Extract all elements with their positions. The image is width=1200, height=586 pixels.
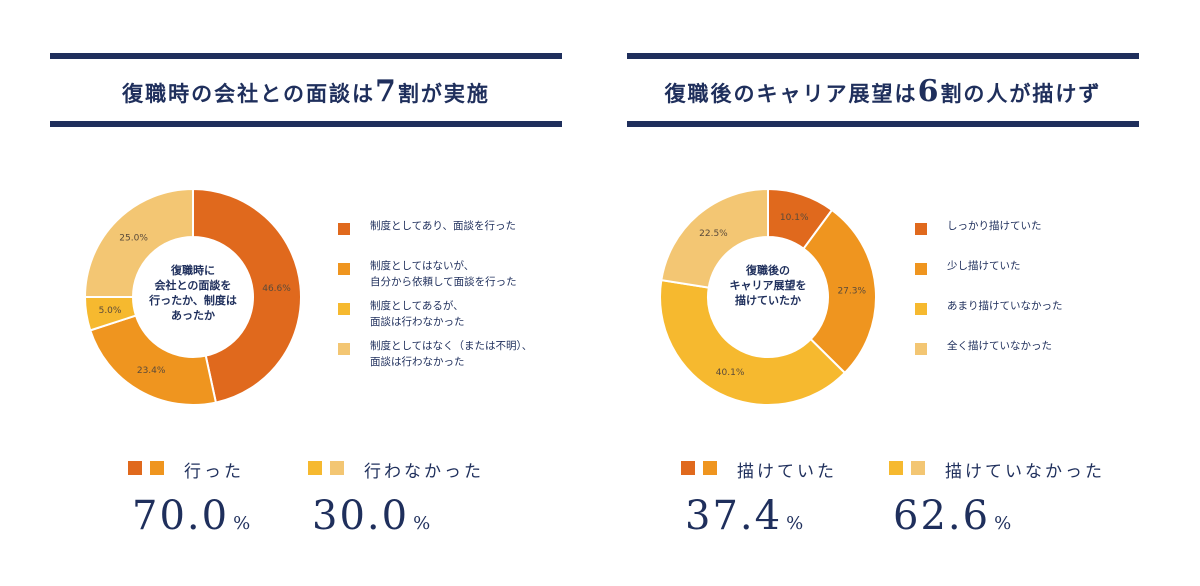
chart-title: 復職後のキャリア展望は6割の人が描けず [627, 74, 1139, 109]
title-part: 割の人が描けず [940, 81, 1102, 106]
legend: しっかり描けていた 少し描けていた あまり描けていなかった 全く描けていなかった [915, 218, 1145, 378]
legend-swatch [338, 223, 350, 235]
summary-head: 行わなかった [308, 457, 508, 487]
summary-could: 描けていた 37.4% [681, 457, 881, 539]
summary-label: 描けていた [737, 462, 837, 482]
summary-did-not: 行わなかった 30.0% [308, 457, 508, 539]
summary-number: 30.0 [312, 493, 410, 539]
legend-item: 制度としてあり、面談を行った [338, 218, 568, 256]
donut-center-label: 復職後の キャリア展望を 描けていたか [729, 264, 807, 307]
title-rule-top [50, 53, 562, 59]
summary-value: 37.4% [685, 493, 803, 539]
slice-value-label: 22.5% [699, 229, 728, 239]
summary-swatch [911, 461, 925, 475]
legend-swatch [915, 343, 927, 355]
legend-swatch [338, 263, 350, 275]
title-part: 復職時の会社との面談は [122, 81, 375, 106]
legend-swatch [915, 263, 927, 275]
legend-item: 制度としてはなく（または不明）、 面談は行わなかった [338, 338, 568, 376]
slice-value-label: 25.0% [119, 234, 148, 244]
summary-label: 行わなかった [364, 462, 484, 482]
summary-swatch [703, 461, 717, 475]
summary-head: 描けていた [681, 457, 881, 487]
chart-panel-right: 復職後のキャリア展望は6割の人が描けず 10.1% 27.3% 40.1% 22.5%… [627, 0, 1139, 586]
title-rule-top [627, 53, 1139, 59]
legend-label: しっかり描けていた [947, 220, 1042, 232]
summary-number: 37.4 [685, 493, 783, 539]
donut-slice [89, 314, 218, 406]
legend-swatch [338, 303, 350, 315]
summary-value: 62.6% [893, 493, 1011, 539]
donut-slice [659, 278, 847, 406]
donut-chart: 46.6% 23.4% 5.0% 25.0% [83, 187, 302, 406]
summary-swatch [150, 461, 164, 475]
donut-slice [660, 187, 769, 289]
summary-unit: % [413, 513, 431, 534]
slice-value-label: 40.1% [716, 368, 745, 378]
donut-slice [802, 208, 877, 375]
legend-label: あまり描けていなかった [947, 300, 1063, 312]
legend-label: 制度としてあり、面談を行った [370, 220, 516, 232]
summary-number: 62.6 [893, 493, 991, 539]
slice-value-label: 46.6% [262, 284, 291, 294]
title-rule-bottom [627, 121, 1139, 127]
summary-label: 描けていなかった [945, 462, 1105, 482]
slice-value-label: 23.4% [137, 366, 166, 376]
donut-chart: 10.1% 27.3% 40.1% 22.5% [659, 187, 877, 406]
title-emphasis: 6 [917, 74, 941, 109]
title-rule-bottom [50, 121, 562, 127]
summary-swatch [308, 461, 322, 475]
donut-slice [83, 187, 194, 298]
summary-value: 30.0% [312, 493, 430, 539]
summary-swatch [681, 461, 695, 475]
legend-item: 少し描けていた [915, 258, 1145, 296]
title-emphasis: 7 [374, 74, 398, 109]
slice-value-label: 27.3% [837, 286, 866, 296]
donut-center-label: 復職時に 会社との面談を 行ったか、制度は あったか [149, 264, 237, 322]
legend-item: しっかり描けていた [915, 218, 1145, 256]
summary-head: 行った [128, 457, 328, 487]
slice-value-label: 5.0% [99, 306, 122, 316]
legend-swatch [338, 343, 350, 355]
summary-number: 70.0 [132, 493, 230, 539]
summary-unit: % [233, 513, 251, 534]
donut-slice [192, 187, 302, 404]
legend-swatch [915, 303, 927, 315]
title-part: 割が実施 [397, 81, 490, 106]
legend-item: 全く描けていなかった [915, 338, 1145, 376]
summary-unit: % [786, 513, 804, 534]
slice-value-label: 10.1% [780, 213, 809, 223]
summary-did: 行った 70.0% [128, 457, 328, 539]
title-part: 復職後のキャリア展望は [664, 81, 918, 106]
legend-label: 全く描けていなかった [947, 340, 1052, 352]
chart-panel-left: 復職時の会社との面談は7割が実施 46.6% 23.4% 5.0% 25.0% 復職時… [50, 0, 562, 586]
legend-swatch [915, 223, 927, 235]
legend: 制度としてあり、面談を行った 制度としてはないが、 自分から依頼して面談を行った… [338, 218, 568, 378]
summary-swatch [330, 461, 344, 475]
legend-item: 制度としてはないが、 自分から依頼して面談を行った [338, 258, 568, 296]
summary-swatch [889, 461, 903, 475]
summary-value: 70.0% [132, 493, 250, 539]
legend-item: あまり描けていなかった [915, 298, 1145, 336]
summary-swatch [128, 461, 142, 475]
legend-label: 少し描けていた [947, 260, 1021, 272]
legend-label: 制度としてはなく（または不明）、 面談は行わなかった [370, 340, 533, 368]
legend-label: 制度としてはないが、 自分から依頼して面談を行った [370, 260, 517, 288]
summary-unit: % [994, 513, 1012, 534]
legend-item: 制度としてあるが、 面談は行わなかった [338, 298, 568, 336]
summary-label: 行った [184, 462, 244, 482]
summary-head: 描けていなかった [889, 457, 1102, 487]
summary-could-not: 描けていなかった 62.6% [889, 457, 1102, 539]
legend-label: 制度としてあるが、 面談は行わなかった [370, 300, 465, 328]
chart-title: 復職時の会社との面談は7割が実施 [50, 74, 562, 109]
